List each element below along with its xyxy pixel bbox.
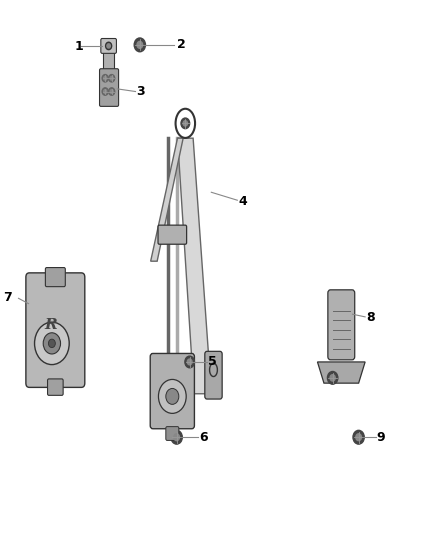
Circle shape <box>110 76 113 80</box>
Text: 2: 2 <box>177 38 185 51</box>
Text: 4: 4 <box>238 195 247 208</box>
Circle shape <box>185 356 194 368</box>
Circle shape <box>166 389 179 405</box>
Text: R: R <box>45 318 57 332</box>
FancyBboxPatch shape <box>166 426 179 440</box>
Circle shape <box>353 430 364 444</box>
FancyBboxPatch shape <box>158 225 187 244</box>
Text: 3: 3 <box>136 85 145 98</box>
Text: 1: 1 <box>75 40 84 53</box>
Text: 9: 9 <box>377 431 385 444</box>
Polygon shape <box>103 44 114 105</box>
FancyBboxPatch shape <box>46 268 65 287</box>
FancyBboxPatch shape <box>328 290 355 360</box>
Circle shape <box>106 42 112 50</box>
Circle shape <box>181 118 190 128</box>
FancyBboxPatch shape <box>150 353 194 429</box>
Circle shape <box>328 372 338 384</box>
Circle shape <box>107 44 110 48</box>
Circle shape <box>49 339 55 348</box>
FancyBboxPatch shape <box>205 351 222 399</box>
FancyBboxPatch shape <box>48 379 63 395</box>
Circle shape <box>35 322 69 365</box>
Circle shape <box>109 88 115 95</box>
Circle shape <box>183 120 187 126</box>
Circle shape <box>109 75 115 82</box>
Text: 5: 5 <box>208 356 217 368</box>
Circle shape <box>171 430 182 444</box>
Circle shape <box>174 434 180 441</box>
Circle shape <box>159 379 186 414</box>
Text: 7: 7 <box>3 291 12 304</box>
Text: 8: 8 <box>366 311 374 325</box>
Circle shape <box>330 375 335 381</box>
Circle shape <box>110 90 113 93</box>
Circle shape <box>102 88 108 95</box>
Circle shape <box>134 38 145 52</box>
FancyBboxPatch shape <box>101 38 117 53</box>
Circle shape <box>137 42 143 49</box>
Text: 6: 6 <box>199 431 208 444</box>
Circle shape <box>43 333 60 354</box>
Circle shape <box>102 75 108 82</box>
FancyBboxPatch shape <box>26 273 85 387</box>
Circle shape <box>356 434 361 441</box>
Polygon shape <box>151 138 183 261</box>
Circle shape <box>104 76 107 80</box>
Circle shape <box>187 359 192 365</box>
Circle shape <box>104 90 107 93</box>
FancyBboxPatch shape <box>99 69 119 107</box>
Polygon shape <box>318 362 365 383</box>
Polygon shape <box>177 138 211 394</box>
